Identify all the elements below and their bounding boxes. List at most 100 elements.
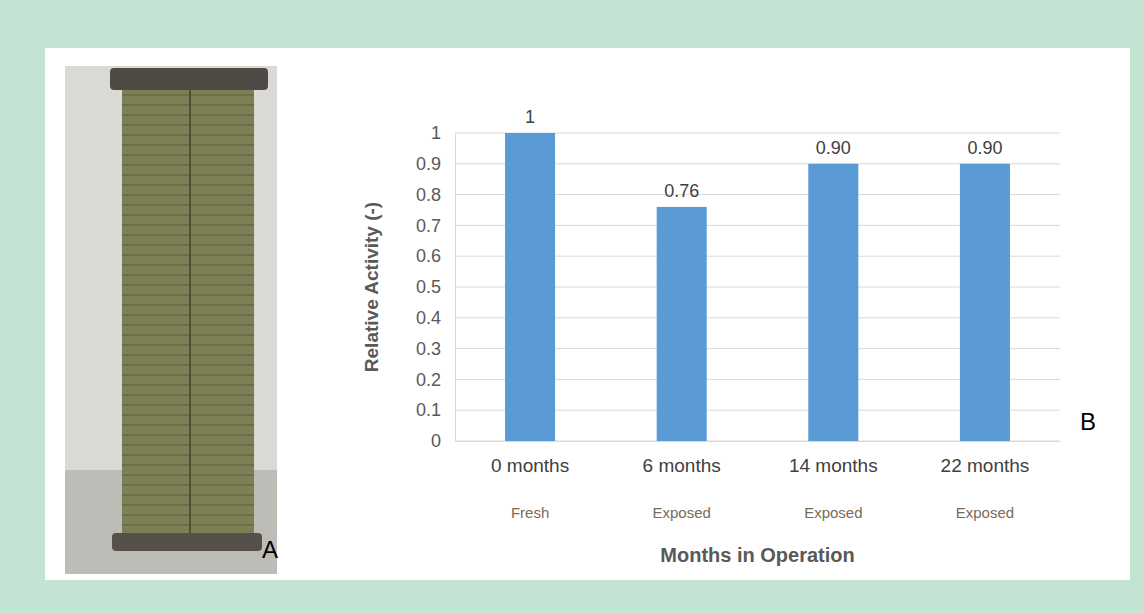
cartridge-texture: [122, 185, 254, 186]
y-tick-label: 0.5: [416, 277, 441, 297]
cartridge-texture: [122, 335, 254, 336]
cartridge-texture: [122, 415, 254, 416]
cartridge-texture: [122, 155, 254, 156]
cartridge-texture: [122, 525, 254, 526]
y-tick-label: 0.1: [416, 400, 441, 420]
y-axis-title: Relative Activity (-): [361, 202, 382, 372]
x-sublabel: Exposed: [652, 504, 710, 521]
cartridge-texture: [122, 175, 254, 176]
cartridge-texture: [122, 115, 254, 116]
cartridge-texture: [122, 235, 254, 236]
x-sublabel: Fresh: [511, 504, 549, 521]
y-tick: 0.1: [416, 400, 455, 420]
x-sublabel: Exposed: [956, 504, 1014, 521]
cartridge-texture: [122, 435, 254, 436]
y-tick-label: 0.7: [416, 216, 441, 236]
cartridge-texture: [122, 135, 254, 136]
bars: [505, 133, 1010, 441]
cartridge-texture: [122, 165, 254, 166]
cartridge-texture: [122, 475, 254, 476]
y-tick: 0: [431, 431, 455, 451]
cartridge-texture: [122, 375, 254, 376]
cartridge-texture: [122, 325, 254, 326]
cartridge-texture: [122, 365, 254, 366]
x-sublabel: Exposed: [804, 504, 862, 521]
cartridge-texture: [122, 405, 254, 406]
bar: [657, 207, 707, 441]
x-tick-label: 0 months: [491, 455, 569, 476]
y-tick-label: 0.9: [416, 154, 441, 174]
x-tick-label: 14 months: [789, 455, 878, 476]
cartridge-texture: [122, 495, 254, 496]
y-tick-label: 0.8: [416, 185, 441, 205]
cartridge-texture: [122, 505, 254, 506]
data-labels: 1 0.76 0.90 0.90: [525, 107, 1002, 201]
cartridge-texture: [122, 105, 254, 106]
x-axis: 0 months 6 months 14 months 22 months: [456, 441, 1061, 476]
cartridge-texture: [122, 145, 254, 146]
cartridge-texture: [122, 195, 254, 196]
cartridge-texture: [122, 345, 254, 346]
x-tick: 0 months: [491, 441, 569, 476]
y-tick-label: 0.3: [416, 339, 441, 359]
cartridge-texture: [122, 425, 254, 426]
photo: [65, 66, 277, 574]
cartridge-texture: [122, 305, 254, 306]
y-tick: 0.2: [416, 370, 455, 390]
y-axis: 0 0.1 0.2 0.3 0.4 0.5 0.6 0.7 0.8 0.9 1: [416, 123, 456, 451]
y-tick: 0.4: [416, 308, 455, 328]
cartridge-texture: [122, 455, 254, 456]
y-tick: 0.5: [416, 277, 455, 297]
data-label: 0.90: [816, 138, 851, 158]
cartridge-texture: [122, 355, 254, 356]
cartridge-texture: [122, 265, 254, 266]
cartridge-texture: [122, 385, 254, 386]
figure-background: [45, 48, 1130, 580]
data-label: 0.90: [967, 138, 1002, 158]
y-tick: 1: [431, 123, 455, 143]
x-sublabels: Fresh Exposed Exposed Exposed: [511, 504, 1014, 521]
cartridge-texture: [122, 315, 254, 316]
bar: [505, 133, 555, 441]
cartridge-texture: [122, 395, 254, 396]
x-axis-line: [456, 441, 1061, 442]
data-label: 1: [525, 107, 535, 127]
frame-background: [0, 0, 1144, 614]
y-tick: 0.9: [416, 154, 455, 174]
x-tick-label: 22 months: [941, 455, 1030, 476]
cartridge-texture: [122, 245, 254, 246]
panel-label: A: [262, 536, 278, 563]
cartridge-texture: [122, 205, 254, 206]
x-tick: 14 months: [789, 441, 878, 476]
cartridge-texture: [122, 215, 254, 216]
y-tick-label: 1: [431, 123, 441, 143]
cartridge-seam: [189, 90, 191, 535]
y-tick: 0.7: [416, 216, 455, 236]
cartridge-texture: [122, 125, 254, 126]
cartridge-bottom-cap: [112, 533, 262, 551]
cartridge-texture: [122, 285, 254, 286]
y-tick-label: 0.2: [416, 370, 441, 390]
y-tick: 0.3: [416, 339, 455, 359]
cartridge-texture: [122, 515, 254, 516]
y-tick-label: 0: [431, 431, 441, 451]
cartridge-top-cap: [110, 68, 268, 90]
y-tick-label: 0.4: [416, 308, 441, 328]
y-tick: 0.6: [416, 246, 455, 266]
x-tick: 6 months: [643, 441, 721, 476]
cartridge-texture: [122, 95, 254, 96]
cartridge-texture: [122, 255, 254, 256]
cartridge-texture: [122, 445, 254, 446]
bar: [960, 164, 1010, 441]
y-tick: 0.8: [416, 185, 455, 205]
cartridge-texture: [122, 485, 254, 486]
cartridge-body: [122, 90, 254, 535]
x-tick-label: 6 months: [643, 455, 721, 476]
y-axis-line: [455, 134, 456, 442]
cartridge-texture: [122, 225, 254, 226]
cartridge-texture: [122, 275, 254, 276]
cartridge-texture: [122, 465, 254, 466]
panel-label: B: [1080, 408, 1096, 435]
data-label: 0.76: [664, 181, 699, 201]
grid: [455, 133, 1060, 441]
